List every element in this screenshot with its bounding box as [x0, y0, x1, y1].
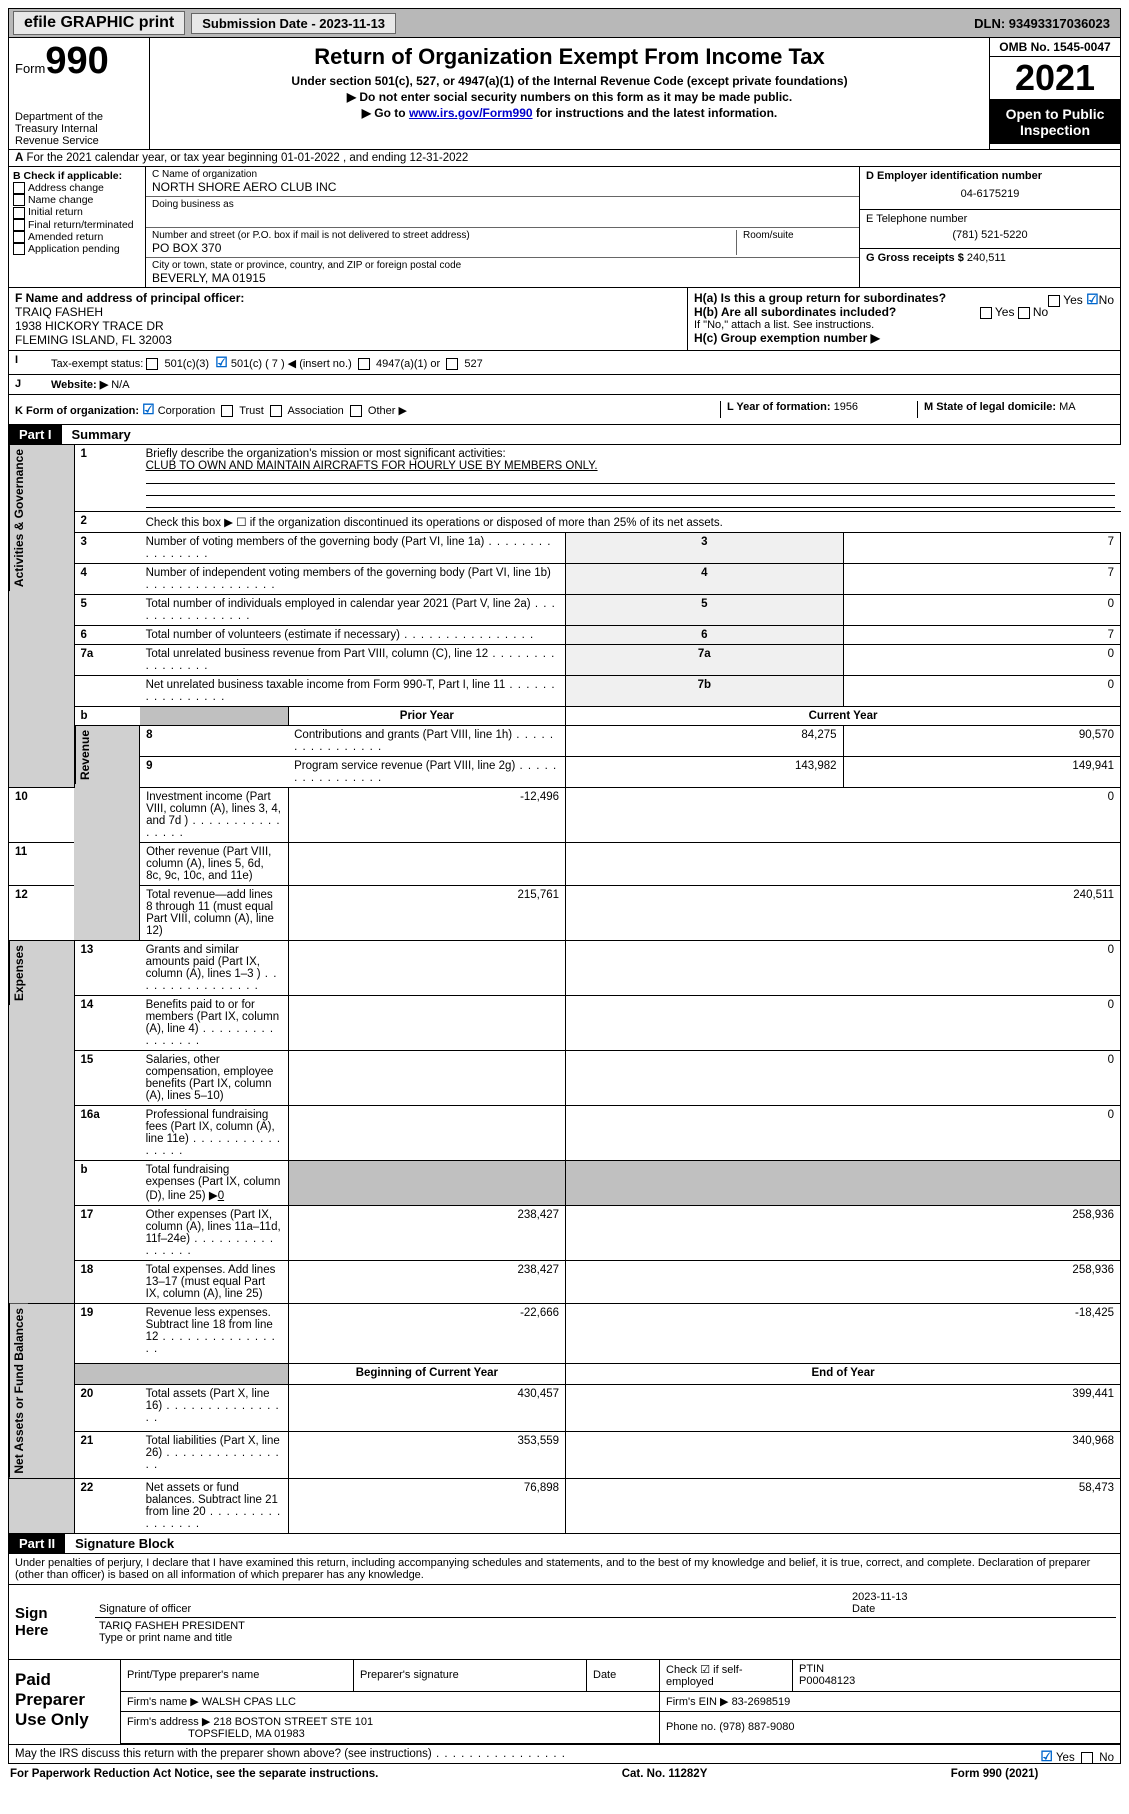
firm-addr1: 218 BOSTON STREET STE 101 — [213, 1716, 373, 1728]
firm-name: WALSH CPAS LLC — [202, 1696, 296, 1708]
label-phone: E Telephone number — [866, 213, 967, 225]
paid-preparer-block: Paid Preparer Use Only Print/Type prepar… — [8, 1660, 1121, 1745]
part-1-header: Part I Summary — [8, 425, 1121, 445]
form-title: Return of Organization Exempt From Incom… — [158, 44, 981, 70]
officer-addr1: 1938 HICKORY TRACE DR — [15, 319, 164, 333]
ptin-value: P00048123 — [799, 1675, 855, 1687]
firm-ein: 83-2698519 — [732, 1696, 791, 1708]
footer: For Paperwork Reduction Act Notice, see … — [8, 1764, 1040, 1784]
box-b: B Check if applicable: Address change Na… — [9, 167, 146, 287]
form-number: Form990 — [15, 40, 143, 83]
row-a-tax-year: A For the 2021 calendar year, or tax yea… — [8, 150, 1121, 167]
label-dba: Doing business as — [152, 199, 234, 210]
sign-here-block: Sign Here Signature of officer 2023-11-1… — [8, 1585, 1121, 1660]
label-city: City or town, state or province, country… — [152, 260, 461, 271]
section-bcdeg: B Check if applicable: Address change Na… — [8, 167, 1121, 288]
form-header: Form990 Department of the Treasury Inter… — [8, 38, 1121, 150]
header-sub2: ▶ Do not enter social security numbers o… — [158, 90, 981, 104]
header-sub3: ▶ Go to www.irs.gov/Form990 for instruct… — [158, 106, 981, 120]
row-j: J Website: ▶ N/A — [8, 375, 1121, 395]
box-c: C Name of organization NORTH SHORE AERO … — [146, 167, 859, 287]
vlabel-net-assets: Net Assets or Fund Balances — [9, 1304, 28, 1478]
mission-text: CLUB TO OWN AND MAINTAIN AIRCRAFTS FOR H… — [146, 460, 598, 472]
section-f-h: F Name and address of principal officer:… — [8, 288, 1121, 351]
tax-year: 2021 — [990, 57, 1120, 100]
h-c-label: H(c) Group exemption number ▶ — [694, 331, 880, 345]
officer-addr2: FLEMING ISLAND, FL 32003 — [15, 333, 172, 347]
part-2-header: Part II Signature Block — [8, 1534, 1121, 1554]
vlabel-revenue: Revenue — [75, 726, 94, 784]
label-suite: Room/suite — [743, 230, 794, 241]
irs-link[interactable]: www.irs.gov/Form990 — [409, 106, 533, 120]
org-name: NORTH SHORE AERO CLUB INC — [152, 180, 336, 194]
dln: DLN: 93493317036023 — [974, 16, 1116, 31]
officer-name: TRAIQ FASHEH — [15, 305, 103, 319]
label-street: Number and street (or P.O. box if mail i… — [152, 230, 470, 241]
vlabel-governance: Activities & Governance — [9, 445, 28, 591]
omb-number: OMB No. 1545-0047 — [990, 38, 1120, 57]
vlabel-expenses: Expenses — [9, 941, 28, 1005]
firm-phone: (978) 887-9080 — [719, 1721, 794, 1733]
signer-name: TARIQ FASHEH PRESIDENT — [99, 1620, 245, 1632]
street-address: PO BOX 370 — [152, 241, 221, 255]
summary-table: Activities & Governance 1 Briefly descri… — [8, 445, 1121, 1534]
open-to-public: Open to Public Inspection — [990, 100, 1120, 144]
discuss-row: May the IRS discuss this return with the… — [8, 1745, 1121, 1764]
penalty-statement: Under penalties of perjury, I declare th… — [8, 1554, 1121, 1585]
h-b-label: H(b) Are all subordinates included? — [694, 305, 896, 319]
submission-date: Submission Date - 2023-11-13 — [191, 13, 396, 34]
gross-receipts: 240,511 — [967, 252, 1006, 264]
top-bar: efile GRAPHIC print Submission Date - 20… — [8, 8, 1121, 38]
row-i: I Tax-exempt status: 501(c)(3) ☑ 501(c) … — [8, 351, 1121, 375]
h-a-label: H(a) Is this a group return for subordin… — [694, 291, 946, 305]
efile-print-button[interactable]: efile GRAPHIC print — [13, 11, 185, 35]
row-klm: K Form of organization: ☑ Corporation Tr… — [8, 395, 1121, 425]
firm-addr2: TOPSFIELD, MA 01983 — [188, 1728, 305, 1740]
box-d-e-g: D Employer identification number 04-6175… — [859, 167, 1120, 287]
city-state-zip: BEVERLY, MA 01915 — [152, 271, 266, 285]
ein: 04-6175219 — [866, 182, 1114, 206]
phone-number: (781) 521-5220 — [866, 225, 1114, 245]
h-b-note: If "No," attach a list. See instructions… — [694, 319, 1114, 331]
label-org-name: C Name of organization — [152, 169, 257, 180]
header-sub1: Under section 501(c), 527, or 4947(a)(1)… — [158, 74, 981, 88]
department: Department of the Treasury Internal Reve… — [15, 111, 143, 147]
